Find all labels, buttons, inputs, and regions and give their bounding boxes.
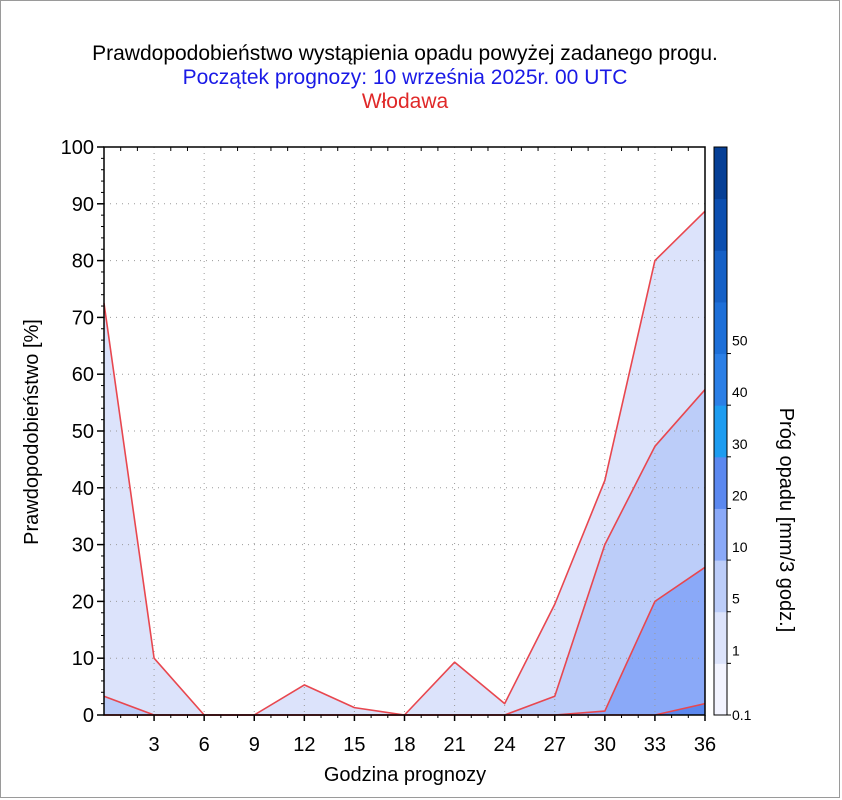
colorbar-tick-label: 50 <box>732 333 748 349</box>
x-tick-label: 18 <box>393 734 415 756</box>
location-label: Włodawa <box>361 90 449 113</box>
y-tick-label: 100 <box>61 137 94 159</box>
colorbar-tick-label: 40 <box>732 384 748 400</box>
colorbar-tick-label: 30 <box>732 436 748 452</box>
y-axis-label: Prawdopodobieństwo [%] <box>21 319 43 545</box>
x-axis-label: Godzina prognozy <box>324 764 486 786</box>
y-tick-label: 40 <box>72 478 94 500</box>
y-tick-label: 80 <box>72 251 94 273</box>
x-tick-label: 6 <box>199 734 210 756</box>
y-tick-label: 30 <box>72 535 94 557</box>
colorbar-segment <box>714 611 727 664</box>
colorbar-segment <box>714 353 727 406</box>
y-tick-label: 50 <box>72 421 94 443</box>
colorbar-segment <box>714 301 727 355</box>
chart-title: Prawdopodobieństwo wystąpienia opadu pow… <box>92 42 718 65</box>
y-tick-label: 60 <box>72 364 94 386</box>
colorbar-segment <box>714 560 727 613</box>
colorbar-segment <box>714 198 727 251</box>
colorbar-segment <box>714 405 727 458</box>
x-tick-label: 15 <box>343 734 365 756</box>
colorbar-segment <box>714 508 727 561</box>
colorbar-segment <box>714 250 727 303</box>
colorbar-tick-label: 10 <box>732 539 748 555</box>
x-tick-label: 30 <box>594 734 616 756</box>
x-tick-label: 27 <box>544 734 566 756</box>
colorbar-tick-label: 1 <box>732 642 740 658</box>
x-tick-label: 21 <box>443 734 465 756</box>
y-tick-label: 70 <box>72 307 94 329</box>
x-tick-label: 24 <box>494 734 516 756</box>
y-tick-label: 10 <box>72 648 94 670</box>
colorbar-frame <box>713 146 728 716</box>
colorbar-segment <box>714 663 727 716</box>
colorbar-tick-label: 0.1 <box>732 707 752 723</box>
chart-subtitle: Początek prognozy: 10 września 2025r. 00… <box>182 66 628 89</box>
colorbar-tick-label: 5 <box>732 591 740 607</box>
colorbar: 0.1 1 5 10 20 30 40 50 <box>713 146 752 723</box>
x-tick-label: 3 <box>149 734 160 756</box>
x-tick-label: 36 <box>694 734 716 756</box>
grid-lines <box>104 147 705 715</box>
y-tick-label: 0 <box>83 705 94 727</box>
x-tick-label: 33 <box>644 734 666 756</box>
y-tick-label: 20 <box>72 591 94 613</box>
colorbar-segment <box>714 456 727 509</box>
x-tick-label: 9 <box>249 734 260 756</box>
y-tick-label: 90 <box>72 194 94 216</box>
colorbar-segment <box>714 147 727 200</box>
colorbar-tick-label: 20 <box>732 487 748 503</box>
colorbar-label: Próg opadu [mm/3 godz.] <box>775 408 797 633</box>
area-threshold-5 <box>104 567 705 715</box>
x-tick-label: 12 <box>293 734 315 756</box>
